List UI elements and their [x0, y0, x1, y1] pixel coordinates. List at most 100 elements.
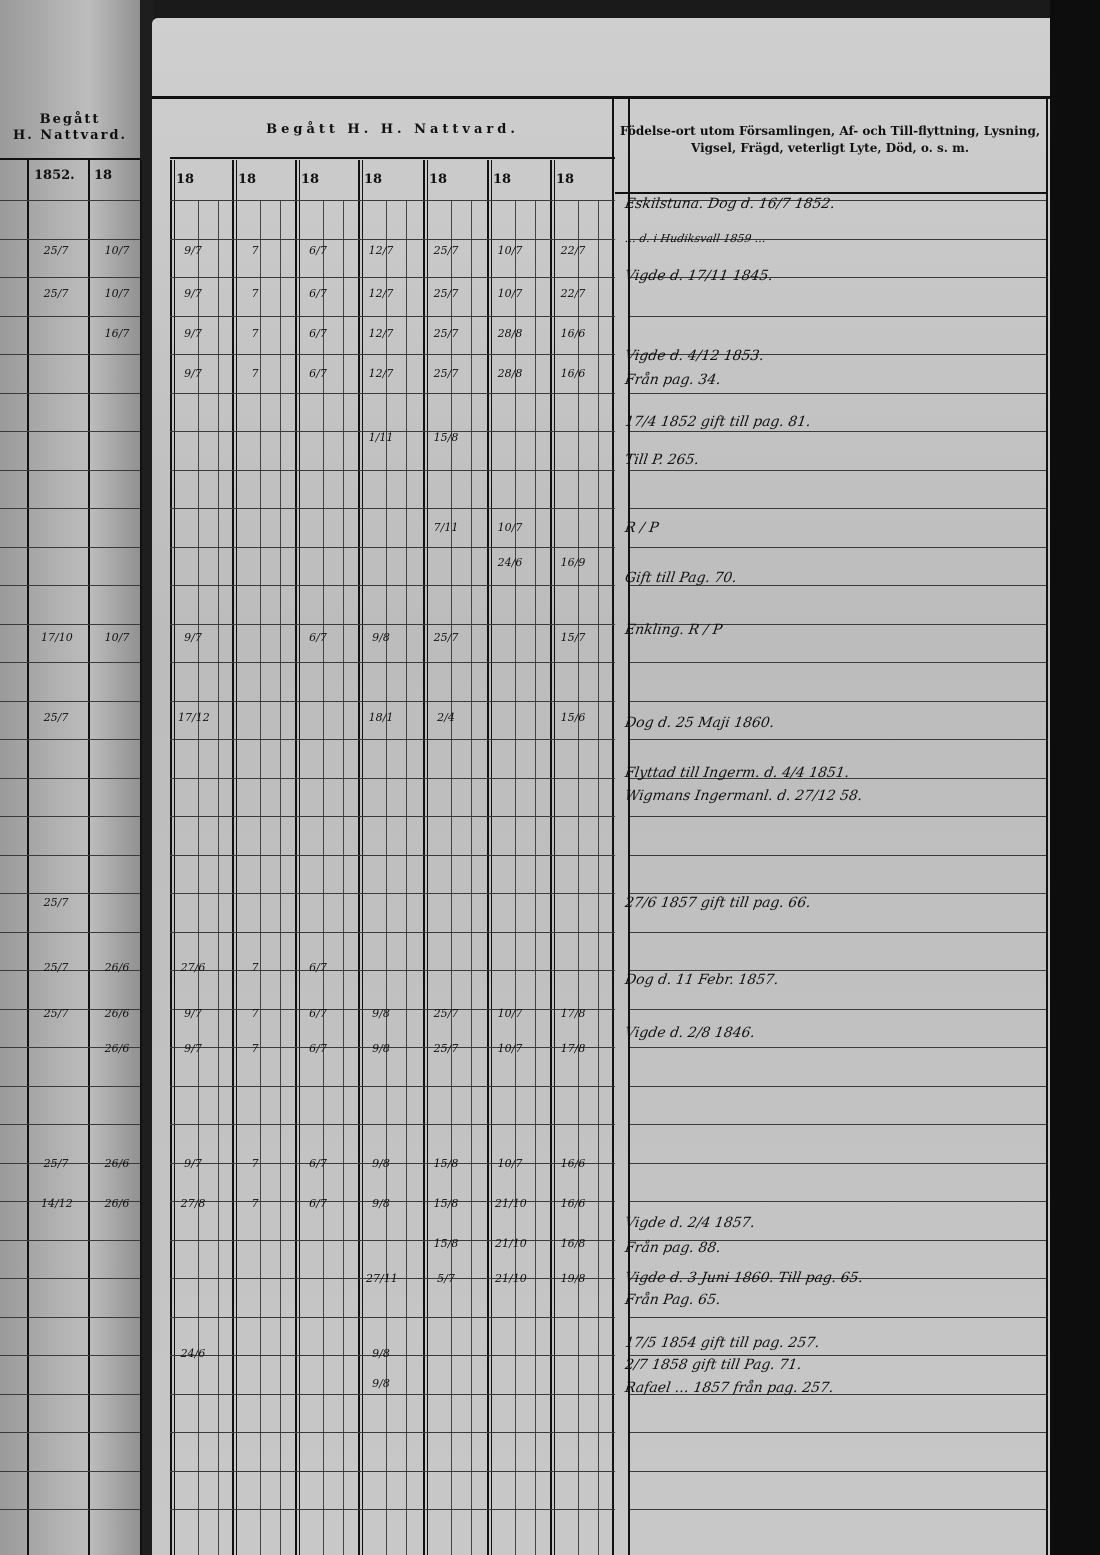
sub-divider: [260, 200, 261, 1555]
year-label: 18: [364, 172, 383, 187]
ruled-line: [630, 1201, 1046, 1202]
column-divider: [170, 160, 172, 1555]
communion-date: 17/12: [178, 711, 210, 724]
sub-divider: [598, 200, 599, 1555]
ruled-line: [170, 1355, 615, 1356]
communion-date: 6/7: [309, 961, 327, 974]
ruled-line: [0, 1124, 140, 1125]
ruled-line: [630, 585, 1046, 586]
communion-date: 6/7: [309, 631, 327, 644]
right-border: [1046, 96, 1048, 1555]
column-divider: [236, 160, 237, 1555]
ruled-line: [170, 1086, 615, 1087]
register-note: Till P. 265.: [623, 452, 701, 468]
year-label: 18: [238, 172, 257, 187]
register-note: Från pag. 88.: [623, 1240, 722, 1256]
register-note: Gift till Pag. 70.: [623, 570, 738, 586]
communion-date: 17/10: [41, 631, 73, 644]
ruled-line: [0, 1047, 140, 1048]
communion-date: 7: [251, 367, 259, 380]
communion-date: 9/7: [184, 1042, 202, 1055]
ruled-line: [630, 970, 1046, 971]
communion-date: 26/6: [104, 1042, 130, 1055]
communion-date: 9/8: [372, 1377, 390, 1390]
column-divider: [140, 160, 142, 1555]
communion-date: 17/8: [560, 1042, 586, 1055]
register-note: Vigde d. 17/11 1845.: [623, 268, 774, 284]
ruled-line: [170, 893, 615, 894]
sub-divider: [386, 200, 387, 1555]
ruled-line: [170, 1047, 615, 1048]
communion-date: 25/7: [433, 1007, 459, 1020]
column-divider: [487, 160, 489, 1555]
communion-date: 9/8: [372, 1157, 390, 1170]
left-header-line2: H. Nattvard.: [12, 128, 128, 143]
ruled-line: [0, 354, 140, 355]
communion-date: 16/6: [560, 367, 586, 380]
page-edge: [1050, 0, 1100, 1555]
ruled-line: [630, 932, 1046, 933]
column-divider: [299, 160, 300, 1555]
ruled-line: [630, 277, 1046, 278]
right-page: [152, 18, 1052, 1555]
ruled-line: [0, 239, 140, 240]
left-year-2: 18: [94, 168, 113, 183]
ruled-line: [170, 624, 615, 625]
register-note: Vigde d. 2/8 1846.: [623, 1025, 757, 1041]
notes-header-line1: Födelse-ort utom Församlingen, Af- och T…: [619, 124, 1041, 138]
communion-date: 26/6: [104, 1157, 130, 1170]
ruled-line: [0, 1509, 140, 1510]
column-divider: [358, 160, 360, 1555]
column-divider: [174, 160, 175, 1555]
register-note: Från pag. 34.: [623, 372, 722, 388]
register-note: Flyttad till Ingerm. d. 4/4 1851.: [623, 765, 851, 781]
ruled-line: [0, 200, 140, 201]
ruled-line: [0, 393, 140, 394]
communion-date: 9/8: [372, 1042, 390, 1055]
communion-date: 27/11: [366, 1272, 398, 1285]
ruled-line: [630, 855, 1046, 856]
register-note: 27/6 1857 gift till pag. 66.: [623, 895, 812, 911]
communion-date: 25/7: [433, 244, 459, 257]
communion-date: 25/7: [433, 631, 459, 644]
sub-divider: [471, 200, 472, 1555]
ruled-line: [170, 1163, 615, 1164]
left-year-1: 1852.: [34, 168, 75, 183]
register-note: Från Pag. 65.: [623, 1292, 722, 1308]
communion-date: 10/7: [497, 1007, 523, 1020]
communion-date: 26/6: [104, 1007, 130, 1020]
communion-date: 10/7: [497, 521, 523, 534]
communion-date: 7: [251, 287, 259, 300]
communion-date: 1/11: [368, 431, 394, 444]
ruled-line: [630, 662, 1046, 663]
year-label: 18: [301, 172, 320, 187]
ruled-line: [0, 1317, 140, 1318]
register-note: Dog d. 25 Maji 1860.: [623, 715, 776, 731]
ruled-line: [170, 816, 615, 817]
communion-date: 7: [251, 1042, 259, 1055]
communion-date: 17/8: [560, 1007, 586, 1020]
ruled-line: [0, 585, 140, 586]
column-divider: [295, 160, 297, 1555]
column-divider: [27, 160, 29, 1555]
year-label: 18: [429, 172, 448, 187]
ruled-line: [630, 624, 1046, 625]
ruled-line: [0, 1432, 140, 1433]
communion-date: 9/7: [184, 1157, 202, 1170]
ruled-line: [170, 701, 615, 702]
communion-date: 25/7: [433, 327, 459, 340]
communion-date: 10/7: [104, 287, 130, 300]
communion-date: 10/7: [104, 244, 130, 257]
register-note: Vigde d. 2/4 1857.: [623, 1215, 757, 1231]
ruled-line: [170, 970, 615, 971]
ruled-line: [630, 1471, 1046, 1472]
ruled-line: [630, 393, 1046, 394]
ruled-line: [0, 893, 140, 894]
left-page: [0, 0, 148, 1555]
communion-date: 26/6: [104, 1197, 130, 1210]
communion-date: 18/1: [368, 711, 394, 724]
section-divider: [628, 96, 630, 1555]
ruled-line: [0, 316, 140, 317]
ruled-line: [170, 1509, 615, 1510]
year-label: 18: [493, 172, 512, 187]
